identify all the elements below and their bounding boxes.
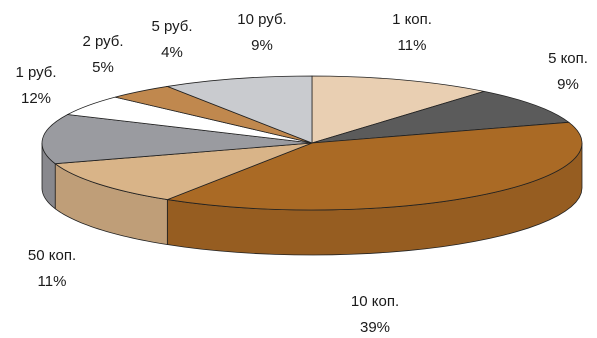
slice-percent: 11%	[38, 273, 67, 290]
label-10-коп: 10 коп. 39%	[351, 293, 399, 336]
slice-label: 5 руб.	[151, 18, 192, 35]
slice-percent: 4%	[161, 44, 183, 61]
label-1-коп: 1 коп. 11%	[392, 11, 432, 54]
label-10-руб: 10 руб. 9%	[237, 11, 286, 54]
slice-label: 50 коп.	[28, 247, 76, 264]
slice-percent: 11%	[398, 37, 427, 54]
slice-10-руб	[165, 75, 313, 144]
slice-percent: 12%	[21, 90, 51, 107]
pie-slices	[41, 75, 583, 211]
slice-label: 5 коп.	[548, 50, 588, 67]
label-2-руб: 2 руб. 5%	[82, 33, 123, 76]
slice-percent: 9%	[557, 76, 579, 93]
label-5-коп: 5 коп. 9%	[548, 50, 588, 93]
slice-percent: 39%	[360, 319, 390, 336]
slice-percent: 9%	[251, 37, 273, 54]
slice-label: 2 руб.	[82, 33, 123, 50]
pie-labels: 1 коп. 11% 5 коп. 9% 10 коп. 39% 50 коп. 11% 1 р…	[15, 11, 588, 336]
slice-1-руб	[41, 114, 313, 165]
slice-percent: 5%	[92, 59, 114, 76]
label-50-коп: 50 коп. 11%	[28, 247, 76, 290]
slice-1-коп	[311, 75, 485, 144]
slice-label: 1 коп.	[392, 11, 432, 28]
slice-label: 10 коп.	[351, 293, 399, 310]
slice-label: 1 руб.	[15, 64, 56, 81]
slice-label: 10 руб.	[237, 11, 286, 28]
slice-10-коп	[165, 121, 583, 211]
label-1-руб: 1 руб. 12%	[15, 64, 56, 107]
label-5-руб: 5 руб. 4%	[151, 18, 192, 61]
slice-50-коп	[54, 142, 313, 200]
slice-5-коп	[311, 90, 570, 144]
